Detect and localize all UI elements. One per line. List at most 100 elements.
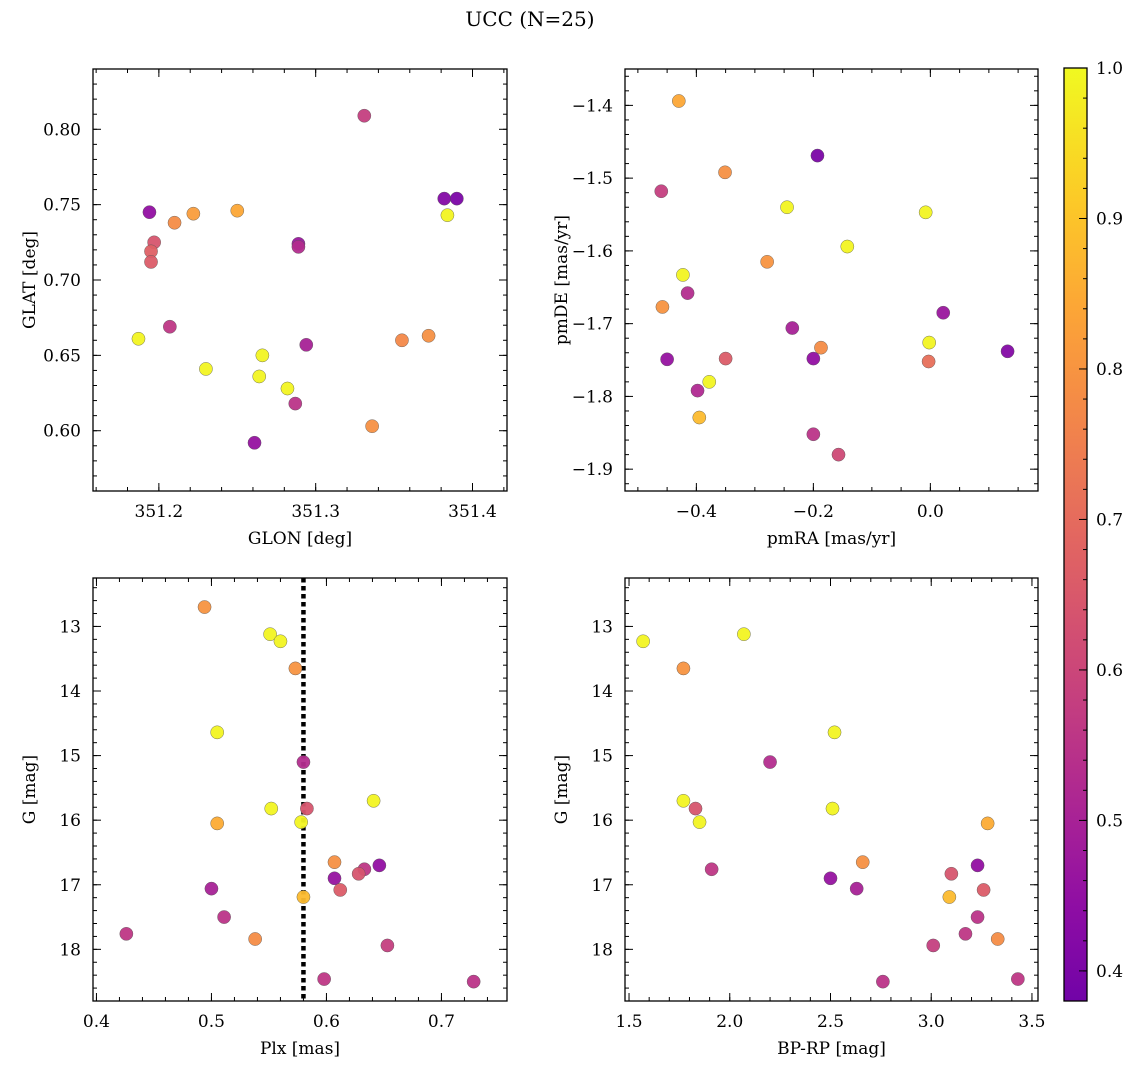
axes-frame <box>624 577 1039 1002</box>
scatter-point <box>264 801 279 816</box>
y-tick-label: 0.70 <box>43 271 81 291</box>
y-tick-label: 0.65 <box>43 346 81 366</box>
y-tick-label: 14 <box>591 682 613 702</box>
scatter-point <box>351 866 366 881</box>
scatter-point <box>692 410 707 425</box>
scatter-point <box>718 165 732 180</box>
scatter-point <box>688 801 703 816</box>
scatter-point <box>210 816 224 831</box>
y-tick-label: 14 <box>59 682 81 702</box>
scatter-point <box>810 148 825 163</box>
x-axis-label: pmRA [mas/yr] <box>767 529 896 549</box>
colorbar-frame <box>1063 67 1088 1002</box>
y-tick-label: 0.75 <box>43 196 81 216</box>
scatter-point <box>704 862 719 877</box>
scatter-point <box>918 205 933 220</box>
x-tick-label: 351.2 <box>135 502 184 522</box>
scatter-point <box>936 305 951 320</box>
y-tick-label: −1.5 <box>572 169 613 189</box>
scatter-point <box>440 208 455 222</box>
x-tick-label: 2.0 <box>716 1012 743 1032</box>
scatter-point <box>273 634 288 649</box>
x-tick-label: −0.4 <box>676 502 717 522</box>
scatter-point <box>737 627 751 641</box>
scatter-point <box>333 883 348 897</box>
scatter-points <box>119 600 481 989</box>
colorbar-tick-label: 0.5 <box>1096 811 1123 831</box>
y-tick-label: −1.9 <box>572 460 613 480</box>
scatter-point <box>395 333 409 348</box>
x-tick-label: 3.0 <box>918 1012 945 1032</box>
scatter-point <box>300 801 314 816</box>
scatter-point <box>327 855 342 869</box>
scatter-point <box>760 255 774 269</box>
scatter-point <box>676 794 691 808</box>
figure-title: UCC (N=25) <box>465 7 594 31</box>
y-tick-label: 16 <box>591 811 613 831</box>
y-tick-label: 18 <box>59 940 81 960</box>
scatter-points <box>654 94 1015 462</box>
scatter-point <box>970 858 985 873</box>
y-tick-label: 17 <box>59 876 81 896</box>
axes-frame <box>92 68 508 492</box>
scatter-point <box>692 815 707 829</box>
scatter-point <box>1011 972 1025 986</box>
scatter-point <box>690 383 705 398</box>
colorbar-tick-label: 0.6 <box>1096 661 1123 681</box>
axis-ticks <box>625 578 1038 1002</box>
y-axis-label: G [mag] <box>552 755 572 824</box>
x-tick-label: 0.5 <box>198 1012 225 1032</box>
colorbar: 0.4 0.5 0.6 0.7 0.8 0.9 1.0 <box>1063 59 1123 1002</box>
scatter-point <box>676 661 691 676</box>
scatter-point <box>247 435 262 450</box>
y-tick-label: 13 <box>59 617 81 637</box>
x-tick-label: 0.4 <box>83 1012 110 1032</box>
scatter-point <box>926 938 941 953</box>
scatter-point <box>849 881 864 896</box>
plot-plx-g: 0.4 0.5 0.6 0.7 13 14 15 16 17 18 Plx [mas] G [mag] <box>20 577 508 1059</box>
scatter-point <box>294 815 308 829</box>
scatter-point <box>217 910 231 924</box>
scatter-point <box>255 348 270 363</box>
x-axis-label: GLON [deg] <box>248 529 352 549</box>
scatter-point <box>466 974 481 989</box>
y-tick-label: 18 <box>591 940 613 960</box>
colorbar-tick-label: 1.0 <box>1096 59 1123 79</box>
scatter-point <box>296 890 311 904</box>
y-tick-label: 15 <box>59 747 81 767</box>
colorbar-tick-label: 0.7 <box>1096 510 1123 530</box>
scatter-point <box>197 600 212 614</box>
colorbar-fill <box>1064 68 1087 1001</box>
y-tick-label: −1.4 <box>572 96 613 116</box>
y-axis-label: G [mag] <box>20 755 40 824</box>
scatter-point <box>680 286 695 300</box>
scatter-point <box>288 661 303 676</box>
scatter-point <box>230 203 245 218</box>
scatter-point <box>327 871 342 886</box>
scatter-point <box>380 938 395 953</box>
x-tick-label: 1.5 <box>616 1012 643 1032</box>
scatter-point <box>421 328 436 343</box>
scatter-point <box>825 801 840 816</box>
scatter-point <box>814 340 828 355</box>
colorbar-tick-label: 0.4 <box>1096 962 1123 982</box>
scatter-point <box>366 794 381 808</box>
scatter-point <box>291 240 306 254</box>
scatter-point <box>280 381 295 396</box>
scatter-point <box>702 375 717 389</box>
axes-frame <box>624 68 1039 492</box>
scatter-points <box>636 627 1025 989</box>
y-tick-label: 16 <box>59 811 81 831</box>
axis-ticks <box>625 69 1038 491</box>
scatter-point <box>655 300 670 314</box>
scatter-point <box>840 239 855 254</box>
scatter-point <box>785 321 800 335</box>
scatter-point <box>654 184 669 199</box>
scatter-point <box>1000 344 1015 359</box>
scatter-point <box>144 255 158 269</box>
x-tick-label: 351.4 <box>448 502 497 522</box>
scatter-point <box>990 932 1005 946</box>
scatter-point <box>365 419 379 433</box>
scatter-point <box>921 354 936 369</box>
